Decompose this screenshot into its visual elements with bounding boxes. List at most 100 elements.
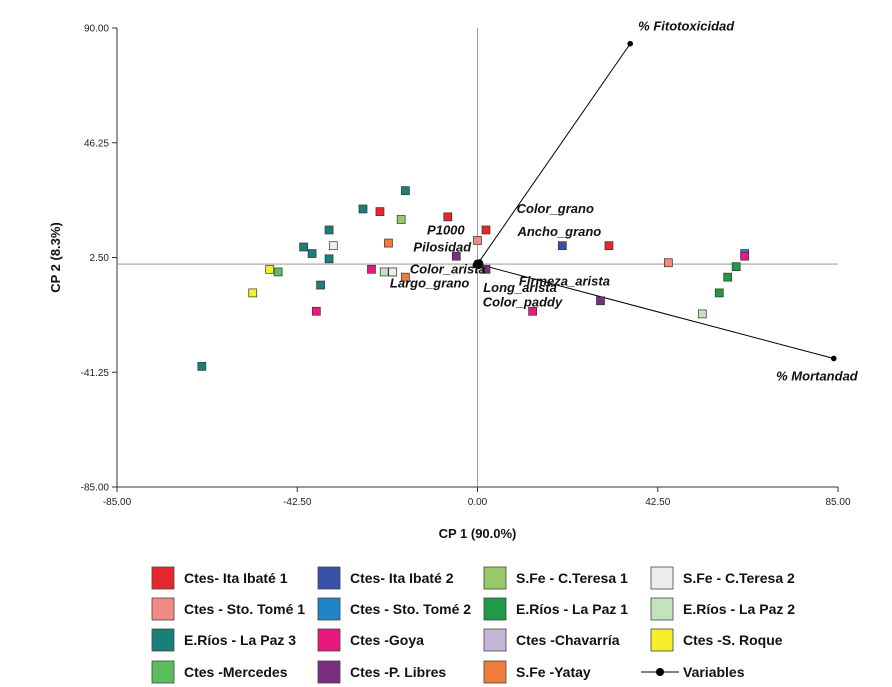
- x-tick-label: -42.50: [283, 497, 312, 508]
- variable-label: Firmeza_arista: [519, 273, 610, 288]
- axis-ticks: -85.00 -42.50 0.00 42.50 85.00 90.00 46.25 2.50…: [81, 24, 851, 509]
- data-point: [384, 238, 393, 248]
- data-point: [723, 272, 733, 282]
- data-point: [557, 241, 567, 251]
- legend-label: S.Fe - C.Teresa 2: [683, 570, 795, 586]
- data-point: [324, 254, 334, 264]
- variable-label: Color_arista: [410, 262, 486, 277]
- data-point: [379, 267, 389, 277]
- legend-label: E.Ríos - La Paz 2: [683, 601, 795, 617]
- data-point: [714, 288, 724, 298]
- data-point: [731, 262, 741, 272]
- legend-label: Ctes - Sto. Tomé 1: [184, 601, 305, 617]
- reference-lines: [117, 28, 838, 487]
- y-tick-label: 90.00: [84, 24, 109, 35]
- y-axis-title: CP 2 (8.3%): [48, 222, 63, 293]
- legend-swatch: [650, 566, 674, 590]
- legend-label: Ctes - Sto. Tomé 2: [350, 601, 471, 617]
- data-point: [664, 258, 673, 268]
- variable-vector-point: [830, 355, 837, 362]
- variable-label: % Fitotoxicidad: [638, 19, 735, 34]
- legend-swatch: [151, 597, 175, 621]
- data-point: [316, 280, 325, 290]
- legend-label: S.Fe -Yatay: [516, 664, 591, 680]
- legend-swatch: [317, 566, 341, 590]
- variable-label: Pilosidad: [413, 239, 472, 254]
- variable-vector-line: [477, 43, 631, 265]
- data-point: [311, 306, 321, 316]
- data-point: [367, 264, 376, 274]
- variable-label: Long_arista: [483, 280, 557, 295]
- legend-label: Ctes -Chavarría: [516, 632, 620, 648]
- data-point: [451, 251, 461, 261]
- data-point: [328, 241, 338, 251]
- variable-label: % Mortandad: [776, 368, 859, 383]
- data-point: [481, 264, 491, 274]
- y-tick-label: -41.25: [81, 368, 110, 379]
- data-point: [481, 225, 491, 235]
- legend-swatch: [483, 660, 507, 684]
- legend-label: Ctes -P. Libres: [350, 664, 446, 680]
- legend-label: S.Fe - C.Teresa 1: [516, 570, 628, 586]
- x-tick-label: 42.50: [645, 497, 670, 508]
- data-point: [273, 267, 283, 277]
- legend-label: Ctes -Mercedes: [184, 664, 288, 680]
- data-point: [528, 306, 537, 316]
- data-point: [401, 272, 410, 282]
- data-point: [473, 236, 482, 245]
- legend-swatch: [317, 597, 341, 621]
- data-point: [740, 251, 750, 261]
- legend-label: Ctes -Goya: [350, 632, 424, 648]
- data-point: [324, 225, 334, 235]
- x-axis-title: CP 1 (90.0%): [439, 526, 517, 541]
- data-point: [197, 361, 207, 371]
- legend-swatch: [151, 660, 175, 684]
- variable-label: Largo_grano: [390, 275, 470, 290]
- data-point: [443, 212, 453, 222]
- x-tick-label: 0.00: [468, 497, 488, 508]
- legend-swatch: [317, 660, 341, 684]
- data-point: [401, 186, 410, 195]
- variable-vectors: [472, 40, 837, 362]
- legend-swatch: [650, 628, 674, 652]
- variable-labels: % Fitotoxicidad % Mortandad Color_grano Anc…: [390, 19, 859, 384]
- data-point: [248, 288, 258, 298]
- legend-swatch: [151, 628, 175, 652]
- data-point: [388, 267, 398, 277]
- data-points: [197, 186, 750, 371]
- legend-swatch: [483, 597, 507, 621]
- legend-label: E.Ríos - La Paz 3: [184, 632, 296, 648]
- x-tick-label: -85.00: [103, 497, 132, 508]
- legend-swatch: [317, 628, 341, 652]
- legend-label: Variables: [683, 664, 745, 680]
- legend-swatch: [483, 628, 507, 652]
- legend-swatch: [483, 566, 507, 590]
- legend-swatch: [151, 566, 175, 590]
- data-point: [265, 264, 275, 274]
- legend-swatch: [650, 597, 674, 621]
- y-tick-label: -85.00: [81, 483, 110, 494]
- x-tick-label: 85.00: [825, 497, 850, 508]
- y-tick-label: 2.50: [90, 253, 110, 264]
- data-point: [396, 215, 406, 224]
- variable-label: Color_grano: [517, 201, 594, 216]
- variable-label: Ancho_grano: [516, 224, 601, 239]
- legend-variables-marker: [656, 668, 664, 676]
- data-point: [596, 296, 605, 306]
- legend-label: Ctes- Ita Ibaté 1: [184, 570, 288, 586]
- variable-label: Color_paddy: [483, 294, 563, 309]
- y-tick-label: 46.25: [84, 138, 109, 149]
- legend-label: Ctes- Ita Ibaté 2: [350, 570, 454, 586]
- data-point: [299, 242, 308, 252]
- legend-label: Ctes -S. Roque: [683, 632, 783, 648]
- legend-label: E.Ríos - La Paz 1: [516, 601, 628, 617]
- variable-vector-line: [477, 263, 834, 359]
- variable-vector-point: [475, 263, 482, 270]
- data-point: [375, 207, 385, 216]
- data-point: [697, 309, 707, 319]
- variable-vector-point: [627, 40, 633, 47]
- data-point: [307, 249, 317, 258]
- variable-label: P1000: [427, 222, 465, 237]
- data-point: [604, 241, 614, 251]
